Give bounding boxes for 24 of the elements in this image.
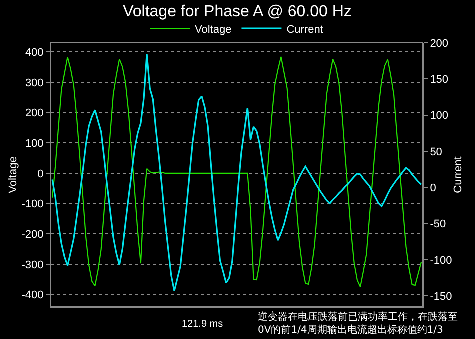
y-tick-label: 100 [25,138,44,150]
legend-label: Current [286,24,324,36]
chart-title: Voltage for Phase A @ 60.00 Hz [123,3,352,20]
y2-tick-label: 150 [430,74,449,86]
y2-tick-label: 50 [430,146,442,158]
y-tick-label: 300 [25,77,44,90]
y-tick-label: -200 [22,229,44,242]
y2-tick-label: -100 [430,254,452,267]
text: 121.9 ms [182,319,224,330]
y-tick-label: 0 [38,168,44,180]
y-tick-label: -300 [22,259,44,272]
y2-axis-title: Current [452,156,464,194]
y2-tick-label: 200 [430,38,449,50]
y-axis-title: Voltage [7,156,20,194]
y-tick-label: -100 [22,198,44,211]
y-tick-label: 400 [25,46,44,59]
text: 逆变器在电压跌落前已满功率工作，在跌落至 0V的前1/4周期输出电流超出标称值约1/3 [258,311,458,336]
y-tick-label: -400 [22,290,44,302]
y2-tick-label: 100 [430,110,449,122]
y2-tick-label: -150 [430,291,452,303]
y2-tick-label: 0 [430,182,436,195]
y-tick-label: 200 [25,108,44,120]
legend-label: Voltage [195,24,232,36]
y2-tick-label: -50 [430,218,446,231]
